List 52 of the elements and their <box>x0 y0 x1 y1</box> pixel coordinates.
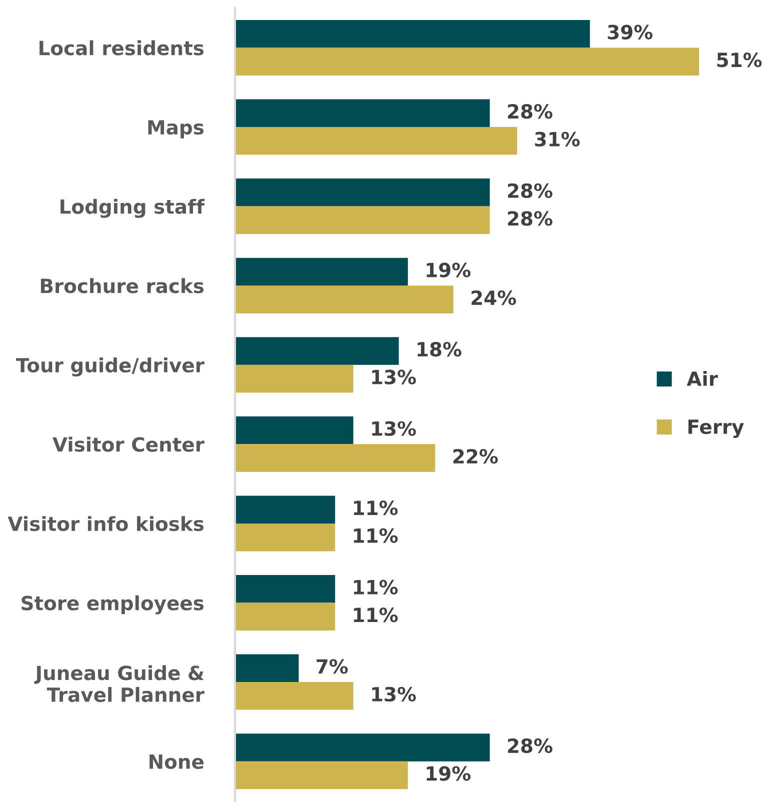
bar <box>235 734 490 762</box>
y-tick-label: Lodging staff <box>60 198 205 218</box>
data-label: 39% <box>608 24 652 40</box>
y-tick-label: Local residents <box>40 40 204 56</box>
data-label: 11% <box>354 528 398 543</box>
data-label: 18% <box>418 342 462 357</box>
legend-label: Air <box>686 371 718 386</box>
data-label: 11% <box>354 608 398 622</box>
bar <box>235 206 490 234</box>
data-label: 31% <box>535 132 580 147</box>
y-tick-label: Juneau Guide & Travel Planner <box>34 665 204 702</box>
bar <box>235 682 354 710</box>
data-label: 24% <box>472 290 516 306</box>
bar <box>235 126 518 155</box>
data-label: 28% <box>508 738 552 754</box>
bar <box>235 416 354 444</box>
bar <box>235 496 336 524</box>
data-label: 19% <box>426 766 470 781</box>
data-label: 28% <box>508 211 552 226</box>
bar <box>235 286 454 314</box>
y-tick-label: Brochure racks <box>40 278 204 294</box>
data-label: 13% <box>372 686 416 702</box>
bar <box>235 523 336 552</box>
data-label: 13% <box>372 421 416 436</box>
data-label: 19% <box>426 262 470 278</box>
bar <box>235 20 590 48</box>
data-label: 22% <box>453 448 498 464</box>
bar <box>235 48 700 76</box>
y-tick-label: Maps <box>148 120 204 138</box>
bar <box>235 364 354 393</box>
data-label: 11% <box>354 500 398 516</box>
y-tick-label: None <box>150 754 204 769</box>
data-label: 51% <box>717 52 762 68</box>
data-label: 7% <box>316 659 348 674</box>
data-label: 13% <box>372 370 416 384</box>
bar <box>235 602 336 630</box>
bar <box>235 444 436 472</box>
bar <box>235 574 336 603</box>
y-tick-label: Visitor Center <box>52 436 204 452</box>
bar <box>235 99 490 127</box>
bar <box>235 761 408 790</box>
y-tick-label: Visitor info kiosks <box>8 516 204 532</box>
bar <box>235 337 399 365</box>
y-tick-label: Store employees <box>22 595 204 614</box>
data-label: 28% <box>508 104 552 119</box>
bar <box>235 654 299 682</box>
data-label: 11% <box>354 580 398 595</box>
y-tick-label: Tour guide/driver <box>16 357 204 376</box>
legend-label: Ferry <box>688 420 744 438</box>
bar <box>235 258 408 286</box>
bar <box>235 178 490 206</box>
data-label: 28% <box>508 183 552 198</box>
